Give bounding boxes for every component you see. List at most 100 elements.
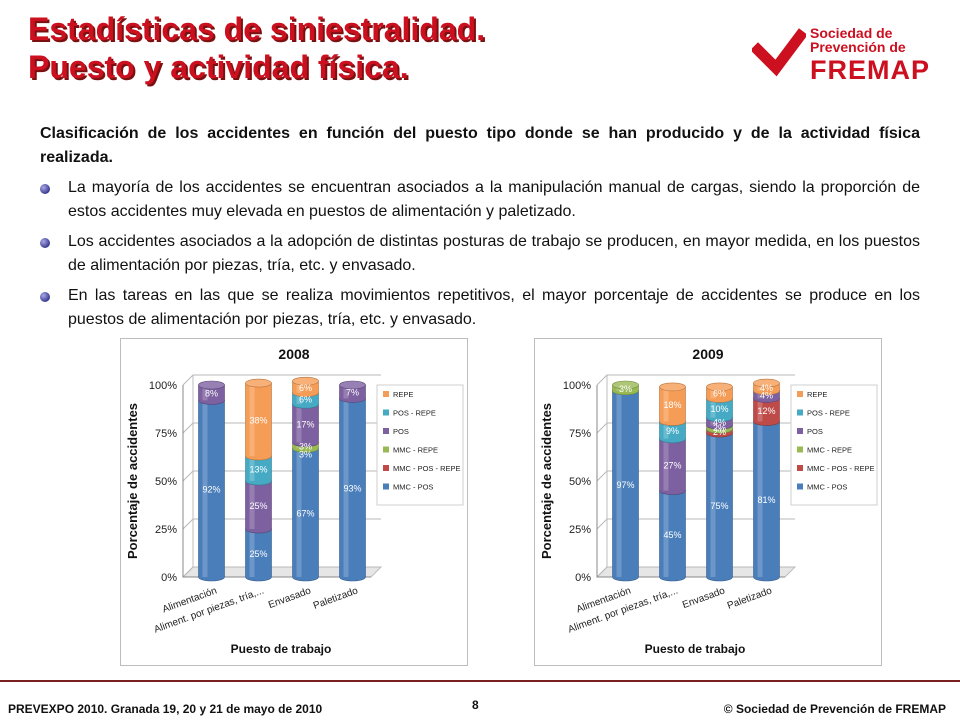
chart-2009: 0% 25% 50% 75% 100% 97% 3% Alimentación 45% 27% 9%…: [534, 338, 882, 666]
data-label: 6%: [299, 383, 312, 393]
legend-box: [376, 384, 464, 506]
bar-segment: [612, 380, 639, 396]
data-label: 10%: [710, 404, 728, 414]
data-label: 17%: [296, 419, 314, 429]
legend-label: MMC - REPE: [393, 446, 438, 455]
gridline: [182, 374, 381, 386]
bar-highlight: [616, 392, 622, 577]
y-tick-label: 25%: [569, 524, 591, 536]
bar-top: [198, 380, 225, 390]
data-label: 2%: [713, 423, 726, 433]
data-label: 4%: [713, 417, 726, 427]
x-tick-label: Envasado: [681, 585, 727, 611]
y-axis-label: Porcentaje de accidentes: [125, 403, 140, 559]
bar-highlight: [296, 383, 302, 393]
data-label: 81%: [757, 495, 775, 505]
intro-text: Clasificación de los accidentes en funci…: [40, 125, 920, 166]
legend-swatch: [797, 483, 803, 490]
data-label: 3%: [619, 384, 632, 394]
logo-line-2: Prevención de: [810, 39, 906, 55]
bar-highlight: [757, 423, 763, 577]
legend-label: POS: [807, 427, 823, 436]
bar-highlight: [710, 419, 716, 426]
bar-highlight: [202, 387, 208, 401]
logo-line-1: Sociedad de: [810, 25, 893, 41]
data-label: 12%: [757, 406, 775, 416]
legend-label: REPE: [807, 390, 827, 399]
footer-copyright: © Sociedad de Prevención de FREMAP: [723, 702, 946, 716]
y-axis-label: Porcentaje de accidentes: [539, 403, 554, 559]
bar-highlight: [663, 492, 669, 577]
bar-top: [706, 382, 733, 392]
y-tick-label: 50%: [569, 476, 591, 488]
x-tick-label: Paletizado: [312, 585, 360, 611]
data-label: 3%: [299, 441, 312, 451]
x-tick-label: Envasado: [267, 585, 313, 611]
bullet-icon: [40, 238, 50, 248]
bar-highlight: [296, 406, 302, 443]
data-label: 27%: [663, 461, 681, 471]
bullet-text: La mayoría de los accidentes se encuentr…: [68, 179, 920, 220]
bullet-item: Los accidentes asociados a la adopción d…: [40, 230, 920, 278]
page-number: 8: [472, 698, 479, 712]
legend-label: POS - REPE: [393, 409, 436, 418]
title-line-2: Puesto y actividad física.: [28, 49, 409, 85]
bar-highlight: [249, 458, 255, 481]
chart-title: 2009: [692, 346, 723, 362]
data-label: 45%: [663, 530, 681, 540]
y-tick-label: 50%: [155, 476, 177, 488]
bar-top: [292, 376, 319, 386]
legend-label: MMC - REPE: [807, 446, 852, 455]
legend-label: MMC - POS: [807, 483, 847, 492]
legend-box: [790, 384, 878, 506]
x-axis-label: Puesto de trabajo: [231, 642, 332, 656]
data-label: 75%: [710, 501, 728, 511]
bar-segment: [753, 378, 780, 396]
data-label: 18%: [663, 400, 681, 410]
bar-top: [339, 380, 366, 390]
data-label: 13%: [249, 465, 267, 475]
bullet-item: En las tareas en las que se realiza movi…: [40, 284, 920, 332]
y-tick-label: 0%: [161, 572, 177, 584]
bar-highlight: [710, 400, 716, 418]
legend-swatch: [383, 483, 389, 490]
bar-highlight: [663, 388, 669, 422]
logo-line-3: FREMAP: [810, 55, 930, 85]
bar-highlight: [663, 423, 669, 439]
bullet-icon: [40, 184, 50, 194]
bullet-item: La mayoría de los accidentes se encuentr…: [40, 176, 920, 224]
bar-highlight: [616, 387, 622, 391]
legend-label: REPE: [393, 390, 413, 399]
legend-label: MMC - POS - REPE: [807, 464, 875, 473]
data-label: 9%: [666, 426, 679, 436]
bar-highlight: [296, 444, 302, 449]
bar-segment: [339, 380, 366, 403]
legend-label: MMC - POS - REPE: [393, 464, 461, 473]
data-label: 93%: [343, 484, 361, 494]
bar-segment: [659, 382, 686, 426]
data-label: 8%: [205, 389, 218, 399]
bar-highlight: [343, 400, 349, 577]
legend-label: POS: [393, 427, 409, 436]
bullet-icon: [40, 292, 50, 302]
footer-divider: [0, 680, 960, 682]
data-label: 25%: [249, 549, 267, 559]
fremap-logo: Sociedad de Prevención de FREMAP: [752, 18, 942, 84]
legend-swatch: [797, 409, 803, 416]
bar-highlight: [296, 394, 302, 405]
bar-highlight: [249, 385, 255, 457]
bullet-text: Los accidentes asociados a la adopción d…: [68, 233, 920, 274]
data-label: 97%: [616, 480, 634, 490]
data-label: 3%: [299, 449, 312, 459]
legend-swatch: [797, 391, 803, 397]
legend-swatch: [797, 446, 803, 453]
y-tick-label: 100%: [149, 380, 177, 392]
legend-swatch: [797, 465, 803, 471]
legend-label: POS - REPE: [807, 409, 850, 418]
y-tick-label: 100%: [563, 380, 591, 392]
data-label: 7%: [346, 388, 359, 398]
data-label: 92%: [202, 485, 220, 495]
data-label: 6%: [713, 389, 726, 399]
gridline: [596, 374, 795, 386]
data-label: 2%: [713, 427, 726, 437]
